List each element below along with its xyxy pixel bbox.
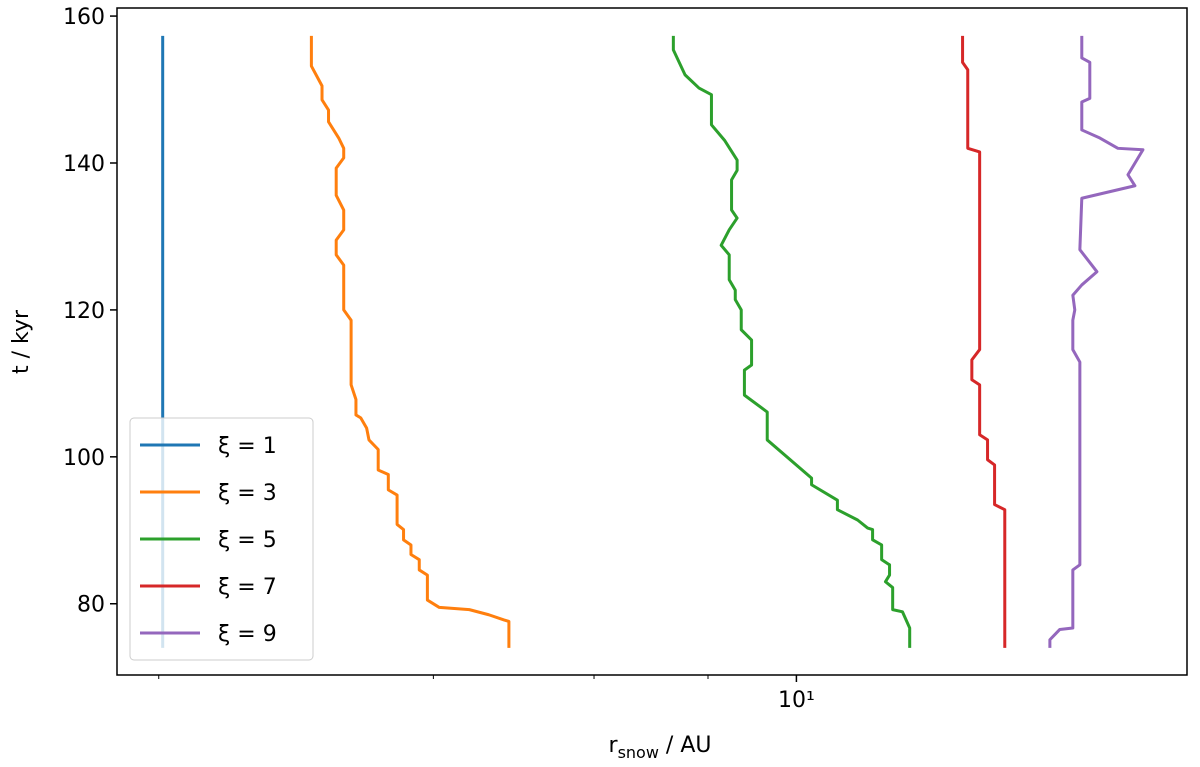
series-line [1048, 35, 1145, 648]
plot-frame [116, 7, 1188, 676]
y-tick-label: 100 [63, 446, 105, 471]
y-tick-label: 140 [63, 152, 105, 177]
series-line [309, 35, 511, 648]
series-line [671, 35, 912, 648]
y-axis-label: t / kyr [9, 309, 34, 374]
x-label-rest: / AU [659, 733, 712, 758]
x-label-sub: snow [618, 743, 659, 762]
legend-label: ξ = 3 [218, 481, 277, 506]
legend-box [129, 417, 314, 661]
legend-label: ξ = 1 [218, 434, 277, 459]
y-tick-label: 160 [63, 5, 105, 30]
y-tick-label: 80 [77, 593, 105, 618]
x-label-main: r [609, 733, 619, 758]
legend-label: ξ = 9 [218, 622, 277, 647]
series-line [961, 35, 1007, 648]
x-tick-label: 10¹ [778, 688, 815, 713]
legend-label: ξ = 5 [218, 528, 277, 553]
y-tick-label: 120 [63, 299, 105, 324]
x-axis-label: rsnow / AU [609, 733, 712, 762]
legend: ξ = 1 ξ = 3 ξ = 5 ξ = 7 ξ = 9 [129, 417, 314, 661]
legend-label: ξ = 7 [218, 575, 277, 600]
